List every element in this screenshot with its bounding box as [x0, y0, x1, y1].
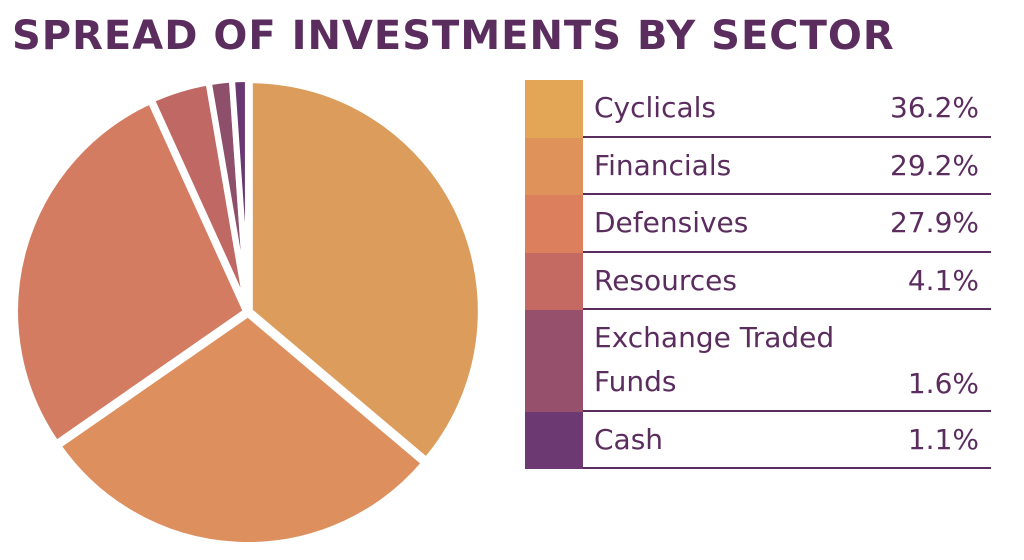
legend: Cyclicals 36.2% Financials 29.2% Defensi…	[525, 80, 991, 469]
legend-swatch-cyclicals	[525, 80, 583, 138]
legend-value-cash: 1.1%	[907, 422, 979, 456]
legend-label-etf: Exchange Traded Funds	[594, 321, 835, 398]
legend-swatch-etf	[525, 310, 583, 412]
legend-swatch-financials	[525, 138, 583, 195]
pie-slice-cash	[228, 76, 251, 314]
legend-value-defensives: 27.9%	[890, 206, 979, 239]
legend-row-cyclicals: Cyclicals 36.2%	[525, 80, 991, 138]
legend-label-cash: Cash	[594, 422, 664, 456]
legend-row-resources: Resources 4.1%	[525, 253, 991, 310]
pie-slice-financials	[55, 310, 428, 548]
pie-slice-cyclicals	[246, 77, 484, 464]
legend-swatch-cash	[525, 412, 583, 469]
legend-label-resources: Resources	[594, 263, 737, 297]
legend-value-cyclicals: 36.2%	[890, 91, 979, 124]
legend-swatch-defensives	[525, 195, 583, 253]
legend-swatch-resources	[525, 253, 583, 310]
legend-label-defensives: Defensives	[594, 206, 749, 239]
legend-label-financials: Financials	[594, 148, 732, 182]
legend-value-financials: 29.2%	[890, 148, 979, 182]
legend-label-cyclicals: Cyclicals	[594, 91, 716, 124]
legend-value-etf: 1.6%	[907, 367, 979, 400]
legend-row-financials: Financials 29.2%	[525, 138, 991, 195]
legend-value-resources: 4.1%	[907, 263, 979, 297]
legend-row-defensives: Defensives 27.9%	[525, 195, 991, 253]
chart-title: SPREAD OF INVESTMENTS BY SECTOR	[12, 13, 895, 59]
legend-row-cash: Cash 1.1%	[525, 412, 991, 469]
legend-row-etf: Exchange Traded Funds 1.6%	[525, 310, 991, 412]
